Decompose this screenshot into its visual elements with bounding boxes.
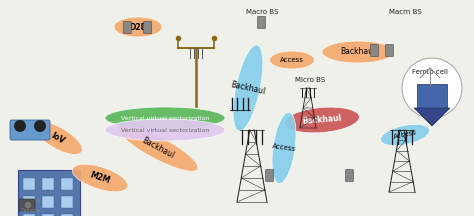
Circle shape	[14, 120, 26, 132]
Ellipse shape	[114, 17, 162, 37]
Text: Backhaul: Backhaul	[340, 48, 375, 57]
Text: Access: Access	[280, 57, 304, 63]
Ellipse shape	[105, 119, 225, 141]
Text: Femto cell: Femto cell	[412, 69, 448, 75]
FancyBboxPatch shape	[144, 22, 152, 33]
FancyBboxPatch shape	[265, 170, 273, 181]
FancyBboxPatch shape	[385, 44, 393, 57]
FancyBboxPatch shape	[10, 120, 50, 140]
Circle shape	[34, 120, 46, 132]
FancyBboxPatch shape	[19, 199, 35, 211]
Circle shape	[24, 201, 32, 209]
Ellipse shape	[284, 107, 359, 133]
Text: Micro BS: Micro BS	[295, 77, 325, 83]
FancyBboxPatch shape	[42, 178, 54, 190]
FancyBboxPatch shape	[124, 22, 131, 33]
Text: Backhaul: Backhaul	[140, 136, 176, 160]
Ellipse shape	[34, 122, 82, 154]
Ellipse shape	[233, 45, 263, 131]
Text: Camera: Camera	[20, 197, 40, 203]
FancyBboxPatch shape	[61, 196, 73, 208]
Text: Vertical virtual sectorization: Vertical virtual sectorization	[121, 127, 209, 132]
Text: Macro BS: Macro BS	[246, 9, 278, 15]
FancyBboxPatch shape	[23, 178, 35, 190]
FancyBboxPatch shape	[42, 214, 54, 216]
Text: Access: Access	[272, 143, 296, 153]
Ellipse shape	[270, 51, 315, 69]
Circle shape	[402, 58, 462, 118]
FancyBboxPatch shape	[23, 196, 35, 208]
Polygon shape	[414, 108, 450, 126]
Ellipse shape	[322, 41, 394, 63]
Text: IoV: IoV	[50, 130, 66, 145]
Text: Camera: Camera	[20, 208, 40, 213]
Text: Vertical virtual sectorization: Vertical virtual sectorization	[121, 116, 209, 121]
Text: D2D: D2D	[129, 22, 147, 32]
FancyBboxPatch shape	[371, 44, 379, 57]
Ellipse shape	[381, 124, 429, 146]
Text: Macrn BS: Macrn BS	[389, 9, 421, 15]
Text: Access: Access	[392, 130, 417, 140]
Ellipse shape	[105, 107, 225, 129]
Ellipse shape	[72, 164, 128, 192]
FancyBboxPatch shape	[42, 196, 54, 208]
FancyBboxPatch shape	[257, 16, 265, 29]
Text: Backhaul: Backhaul	[302, 114, 342, 126]
FancyBboxPatch shape	[18, 170, 80, 216]
Text: Backhaul: Backhaul	[230, 80, 266, 96]
Ellipse shape	[118, 125, 198, 171]
Text: M2M: M2M	[89, 170, 111, 186]
FancyBboxPatch shape	[23, 214, 35, 216]
Ellipse shape	[272, 112, 296, 184]
FancyBboxPatch shape	[346, 170, 354, 181]
FancyBboxPatch shape	[61, 214, 73, 216]
FancyBboxPatch shape	[417, 84, 447, 108]
FancyBboxPatch shape	[61, 178, 73, 190]
